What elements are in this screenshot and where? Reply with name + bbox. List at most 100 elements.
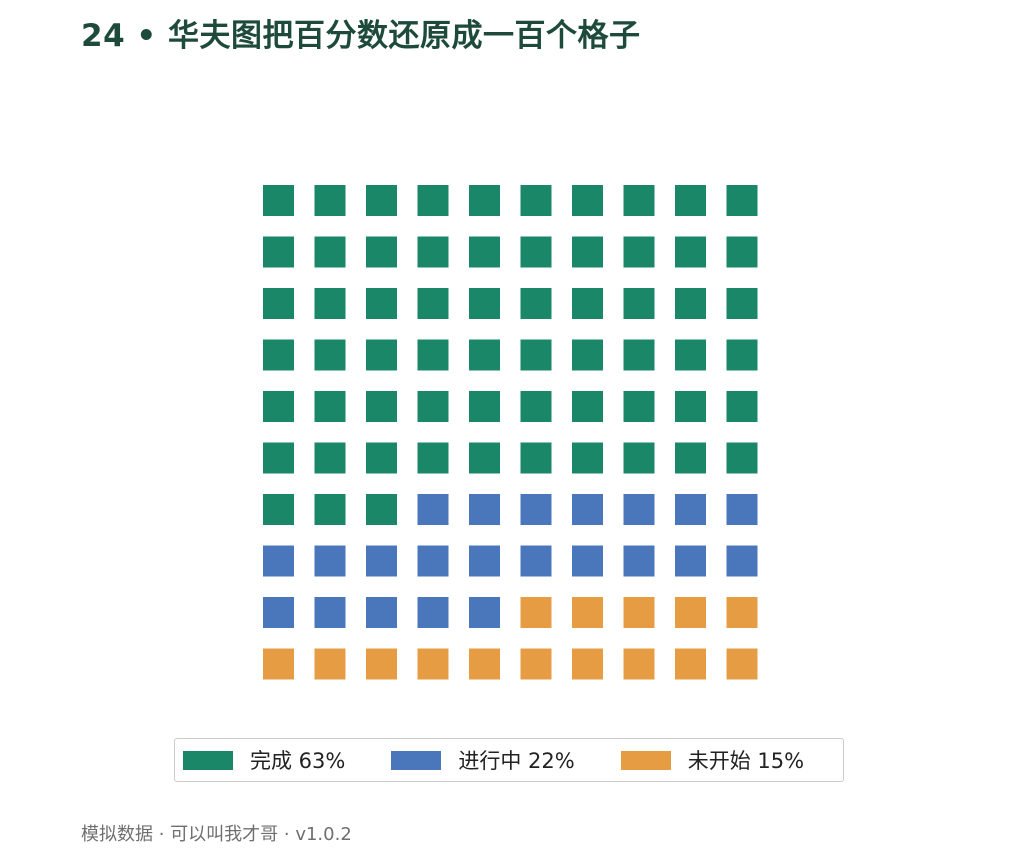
waffle-cell-not-started	[263, 648, 294, 680]
waffle-cell-completed	[263, 236, 294, 268]
waffle-cell-completed	[263, 185, 294, 216]
waffle-cell-completed	[366, 288, 397, 319]
waffle-cell-completed	[263, 288, 294, 319]
waffle-cell-completed	[263, 339, 294, 371]
legend-label-completed: 完成 63%	[250, 749, 346, 773]
waffle-cell-completed	[263, 391, 294, 422]
waffle-cell-completed	[469, 288, 500, 319]
waffle-cell-completed	[314, 494, 346, 525]
legend-item-completed: 完成 63%	[183, 745, 345, 775]
waffle-cell-not-started	[675, 648, 706, 680]
waffle-cell-in-progress	[366, 545, 397, 577]
waffle-cell-completed	[366, 339, 397, 371]
waffle-cell-in-progress	[469, 597, 500, 628]
waffle-cell-completed	[572, 339, 603, 371]
waffle-cell-completed	[417, 185, 449, 216]
waffle-cell-in-progress	[469, 494, 500, 525]
waffle-cell-completed	[263, 442, 294, 474]
waffle-cell-completed	[726, 288, 758, 319]
waffle-cell-completed	[623, 391, 655, 422]
waffle-cell-in-progress	[623, 545, 655, 577]
waffle-cell-in-progress	[469, 545, 500, 577]
waffle-cell-not-started	[314, 648, 346, 680]
waffle-cell-completed	[675, 391, 706, 422]
waffle-cell-in-progress	[675, 545, 706, 577]
waffle-cell-not-started	[572, 597, 603, 628]
waffle-cell-completed	[417, 339, 449, 371]
waffle-cell-completed	[520, 391, 552, 422]
waffle-cell-completed	[469, 185, 500, 216]
waffle-cell-not-started	[366, 648, 397, 680]
waffle-cell-completed	[572, 442, 603, 474]
waffle-cell-not-started	[623, 597, 655, 628]
waffle-cell-completed	[263, 494, 294, 525]
waffle-cell-completed	[314, 236, 346, 268]
waffle-cell-completed	[572, 185, 603, 216]
waffle-cell-completed	[572, 288, 603, 319]
waffle-cell-in-progress	[623, 494, 655, 525]
page-title: 24 • 华夫图把百分数还原成一百个格子	[81, 18, 641, 54]
waffle-cell-completed	[623, 442, 655, 474]
waffle-cell-completed	[675, 339, 706, 371]
waffle-cell-in-progress	[675, 494, 706, 525]
waffle-cell-in-progress	[520, 545, 552, 577]
waffle-cell-not-started	[726, 648, 758, 680]
waffle-cell-completed	[417, 236, 449, 268]
waffle-cell-completed	[726, 185, 758, 216]
waffle-cell-in-progress	[520, 494, 552, 525]
waffle-cell-completed	[726, 339, 758, 371]
waffle-cell-not-started	[726, 597, 758, 628]
waffle-cell-completed	[520, 288, 552, 319]
waffle-chart	[263, 185, 758, 680]
waffle-cell-completed	[366, 494, 397, 525]
waffle-cell-in-progress	[726, 545, 758, 577]
waffle-cell-not-started	[417, 648, 449, 680]
waffle-cell-completed	[675, 236, 706, 268]
legend-item-in-progress: 进行中 22%	[391, 745, 575, 775]
legend-label-not-started: 未开始 15%	[687, 749, 805, 773]
waffle-cell-completed	[417, 288, 449, 319]
waffle-cell-completed	[675, 442, 706, 474]
waffle-cell-in-progress	[314, 545, 346, 577]
waffle-cell-in-progress	[417, 545, 449, 577]
waffle-cell-in-progress	[417, 597, 449, 628]
waffle-cell-completed	[314, 391, 346, 422]
waffle-cell-in-progress	[314, 597, 346, 628]
waffle-cell-not-started	[572, 648, 603, 680]
legend-swatch-completed	[183, 750, 233, 770]
waffle-cell-completed	[572, 236, 603, 268]
legend-item-not-started: 未开始 15%	[620, 745, 805, 775]
waffle-cell-completed	[675, 185, 706, 216]
waffle-cell-completed	[314, 339, 346, 371]
waffle-cell-not-started	[520, 648, 552, 680]
waffle-cell-completed	[469, 236, 500, 268]
waffle-cell-not-started	[520, 597, 552, 628]
waffle-cell-completed	[623, 185, 655, 216]
waffle-cell-completed	[520, 339, 552, 371]
footer-note: 模拟数据 · 可以叫我才哥 · v1.0.2	[81, 824, 352, 845]
waffle-cell-completed	[520, 442, 552, 474]
waffle-cell-completed	[417, 442, 449, 474]
legend-swatch-in-progress	[391, 750, 442, 770]
waffle-cell-in-progress	[572, 494, 603, 525]
waffle-cell-completed	[675, 288, 706, 319]
waffle-cell-completed	[417, 391, 449, 422]
waffle-cell-completed	[726, 236, 758, 268]
waffle-cell-not-started	[469, 648, 500, 680]
waffle-cell-completed	[572, 391, 603, 422]
waffle-cell-completed	[314, 185, 346, 216]
waffle-cell-completed	[469, 442, 500, 474]
legend: 完成 63% 进行中 22% 未开始 15%	[174, 738, 844, 782]
waffle-cell-in-progress	[366, 597, 397, 628]
waffle-cell-completed	[469, 339, 500, 371]
waffle-cell-completed	[623, 288, 655, 319]
legend-label-in-progress: 进行中 22%	[458, 749, 575, 773]
waffle-cell-completed	[520, 185, 552, 216]
waffle-cell-completed	[314, 288, 346, 319]
waffle-cell-in-progress	[263, 597, 294, 628]
waffle-cell-in-progress	[263, 545, 294, 577]
waffle-cell-completed	[314, 442, 346, 474]
legend-swatch-not-started	[620, 750, 671, 770]
waffle-cell-completed	[520, 236, 552, 268]
waffle-cell-not-started	[675, 597, 706, 628]
